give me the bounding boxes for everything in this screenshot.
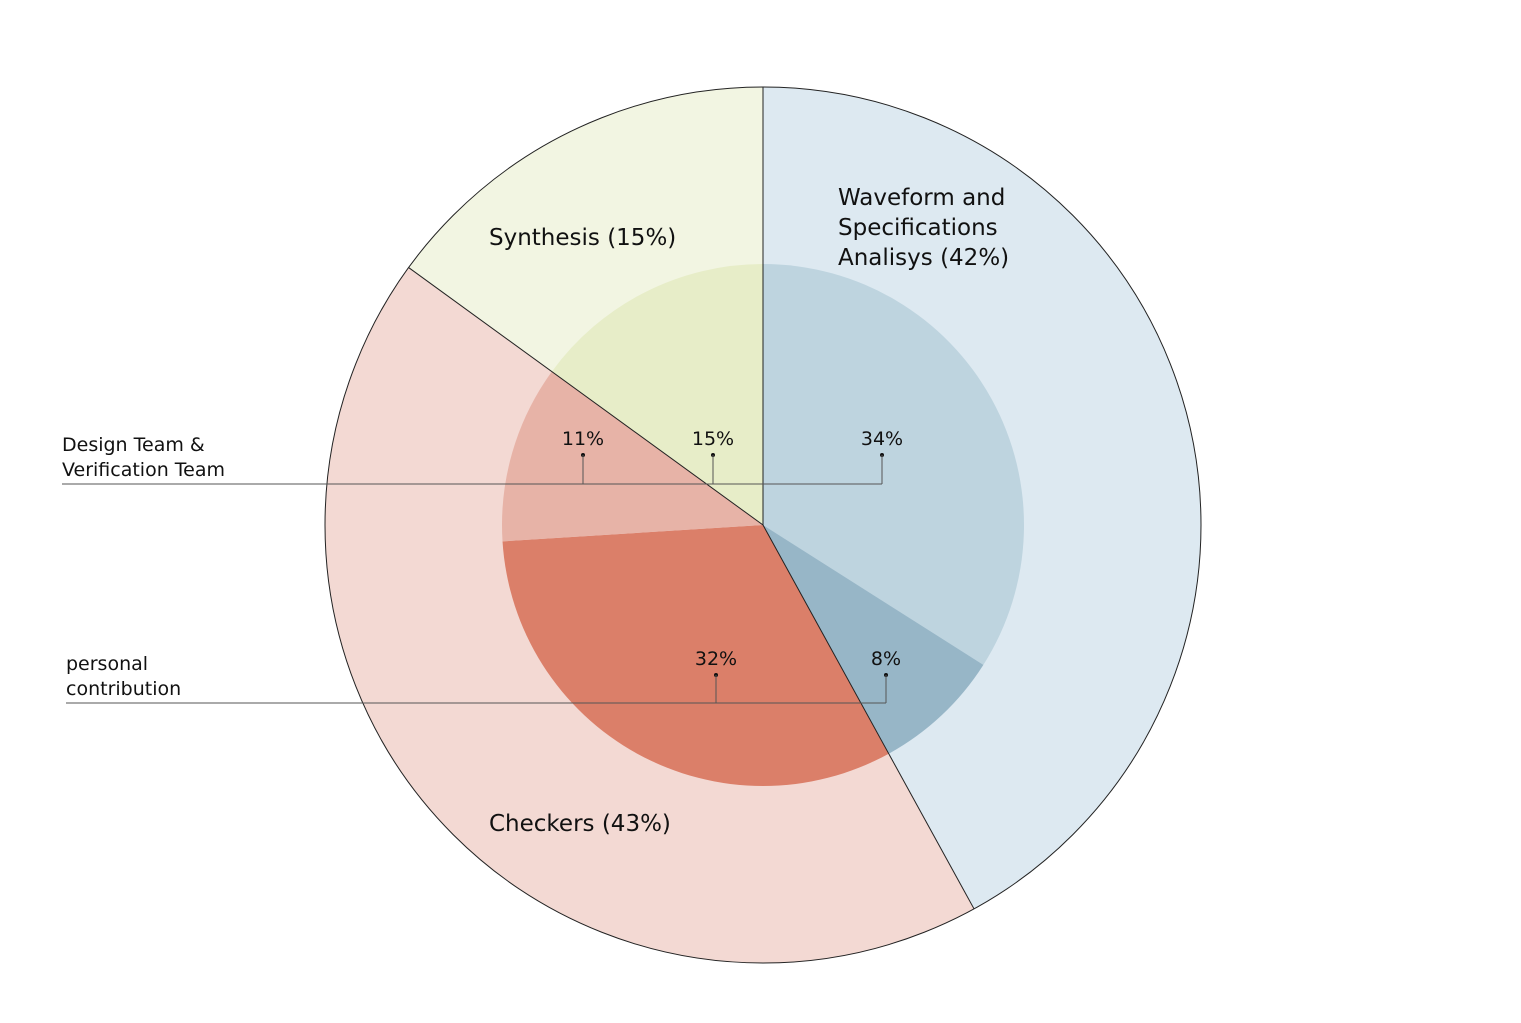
outer-label-checkers-43: Checkers (43%) xyxy=(489,811,671,837)
inner-slice-5 xyxy=(551,264,763,525)
inner-ring xyxy=(502,264,1024,787)
outer-label-synthesis-15: Synthesis (15%) xyxy=(489,225,676,251)
leader-lines xyxy=(62,453,888,704)
group-label-personal-contribution: personal contribution xyxy=(66,653,181,700)
inner-slice-3 xyxy=(502,525,889,787)
inner-label-4: 11% xyxy=(562,428,604,450)
inner-label-5: 15% xyxy=(692,428,734,450)
inner-label-3: 32% xyxy=(695,648,737,670)
slice-borders xyxy=(324,86,1202,964)
chart-labels: Waveform and Specifications Analisys (42%)… xyxy=(62,185,1009,837)
outer-label-waveform-and: Waveform and Specifications Analisys (42%) xyxy=(838,185,1009,271)
inner-slice-4 xyxy=(502,371,763,542)
inner-slice-1 xyxy=(763,264,1024,665)
inner-label-2: 8% xyxy=(871,648,901,670)
inner-label-1: 34% xyxy=(861,428,903,450)
group-label-design-team-verification-team: Design Team & Verification Team xyxy=(62,434,225,481)
slice-divider-3 xyxy=(408,267,764,526)
inner-slice-2 xyxy=(763,525,984,754)
slice-divider-2 xyxy=(762,524,975,910)
